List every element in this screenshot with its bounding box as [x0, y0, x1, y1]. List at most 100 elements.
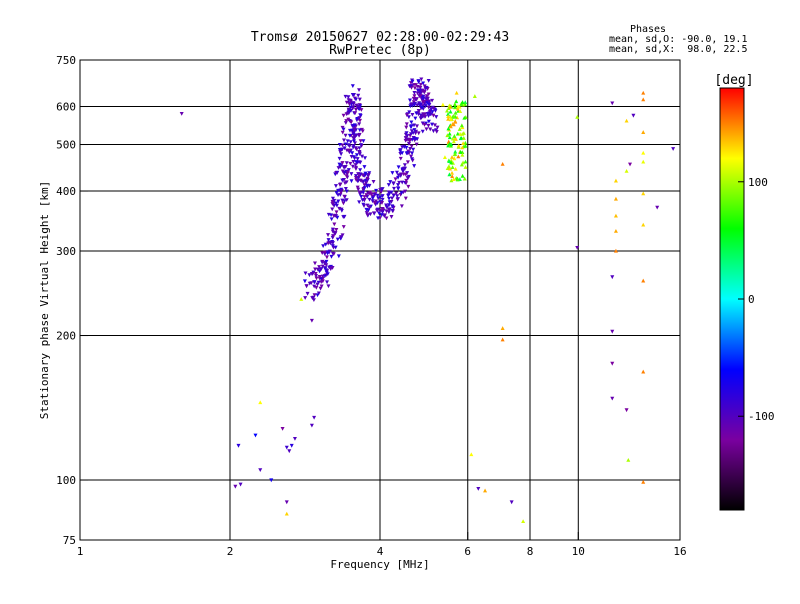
- o-mode-point: [363, 171, 368, 176]
- data-layer: [179, 77, 676, 523]
- o-mode-point: [329, 217, 334, 222]
- x-mode-point: [458, 132, 463, 136]
- o-mode-point: [351, 101, 356, 106]
- o-mode-point: [410, 79, 415, 84]
- o-mode-point: [422, 123, 427, 127]
- o-mode-point: [424, 97, 429, 102]
- o-mode-point: [410, 157, 415, 162]
- x-mode-point: [454, 90, 459, 95]
- x-mode-point: [613, 248, 618, 253]
- o-mode-point: [360, 198, 365, 203]
- o-mode-point: [320, 251, 325, 256]
- o-mode-point: [341, 113, 346, 118]
- o-mode-point: [339, 235, 344, 239]
- o-mode-point: [324, 270, 329, 275]
- x-mode-point: [448, 117, 453, 122]
- x-mode-point: [453, 137, 458, 141]
- stats-o-mode: mean, sd,O: -90.0, 19.1: [609, 34, 747, 45]
- x-mode-point: [613, 178, 618, 183]
- o-mode-point: [344, 189, 349, 194]
- o-mode-point: [315, 282, 320, 287]
- x-tick-label: 2: [227, 545, 234, 558]
- o-mode-point: [418, 85, 423, 90]
- o-mode-point: [418, 103, 423, 108]
- x-mode-point: [462, 115, 467, 120]
- o-mode-point: [404, 178, 409, 183]
- o-mode-point: [346, 168, 351, 172]
- o-mode-point: [307, 273, 312, 278]
- x-mode-point: [445, 108, 450, 113]
- x-mode-point: [500, 337, 505, 342]
- o-mode-point: [341, 127, 346, 132]
- o-mode-point: [392, 186, 397, 191]
- o-mode-point: [344, 174, 349, 179]
- o-mode-point: [412, 164, 417, 168]
- x-mode-point: [521, 519, 526, 523]
- o-mode-point: [320, 279, 325, 284]
- o-mode-point: [421, 81, 426, 86]
- o-mode-point: [402, 166, 407, 171]
- o-mode-point: [335, 170, 340, 175]
- o-mode-point: [314, 276, 319, 281]
- x-mode-point: [641, 130, 646, 134]
- o-mode-point: [284, 500, 289, 505]
- o-mode-point: [325, 251, 330, 256]
- o-mode-point: [408, 84, 413, 88]
- o-mode-point: [411, 131, 416, 136]
- o-mode-point: [431, 129, 436, 134]
- o-mode-point: [367, 205, 372, 210]
- o-mode-point: [377, 211, 382, 216]
- o-mode-point: [406, 115, 411, 120]
- o-mode-point: [365, 183, 370, 188]
- o-mode-point: [359, 108, 364, 112]
- o-mode-point: [303, 271, 308, 276]
- o-mode-point: [319, 284, 324, 289]
- o-mode-point: [313, 267, 318, 272]
- o-mode-point: [575, 245, 580, 250]
- o-mode-point: [394, 170, 399, 175]
- o-mode-point: [347, 102, 352, 107]
- x-mode-point: [458, 136, 463, 141]
- o-mode-point: [387, 196, 392, 201]
- o-mode-point: [352, 155, 357, 159]
- o-mode-point: [334, 191, 339, 195]
- o-mode-point: [412, 86, 417, 91]
- o-mode-point: [324, 263, 329, 268]
- x-mode-point: [446, 164, 451, 169]
- y-tick-label: 75: [63, 534, 76, 547]
- x-mode-point: [448, 104, 453, 109]
- o-mode-point: [365, 178, 370, 183]
- x-mode-point: [460, 173, 465, 178]
- o-mode-point: [345, 111, 350, 116]
- o-mode-point: [409, 129, 414, 134]
- o-mode-point: [426, 119, 431, 124]
- o-mode-point: [416, 131, 421, 136]
- o-mode-point: [324, 268, 329, 273]
- o-mode-point: [390, 171, 395, 175]
- o-mode-point: [416, 112, 421, 117]
- o-mode-point: [359, 143, 364, 147]
- o-mode-point: [423, 104, 428, 109]
- o-mode-point: [344, 100, 349, 105]
- o-mode-point: [404, 145, 409, 150]
- o-mode-point: [339, 208, 344, 213]
- o-mode-point: [421, 100, 426, 105]
- colorbar-tick-label: 100: [748, 176, 768, 189]
- o-mode-point: [342, 199, 347, 204]
- o-mode-point: [351, 105, 356, 110]
- x-mode-point: [299, 297, 304, 301]
- o-mode-point: [412, 123, 417, 128]
- o-mode-point: [346, 117, 351, 122]
- o-mode-point: [398, 148, 403, 152]
- o-mode-point: [431, 107, 436, 111]
- o-mode-point: [418, 88, 423, 93]
- o-mode-point: [393, 177, 398, 182]
- o-mode-point: [427, 111, 432, 116]
- stats-x-mode: mean, sd,X: 98.0, 22.5: [609, 44, 747, 55]
- o-mode-point: [347, 144, 352, 149]
- o-mode-point: [410, 112, 415, 117]
- o-mode-point: [418, 94, 423, 98]
- o-mode-point: [414, 111, 419, 116]
- o-mode-point: [336, 254, 341, 259]
